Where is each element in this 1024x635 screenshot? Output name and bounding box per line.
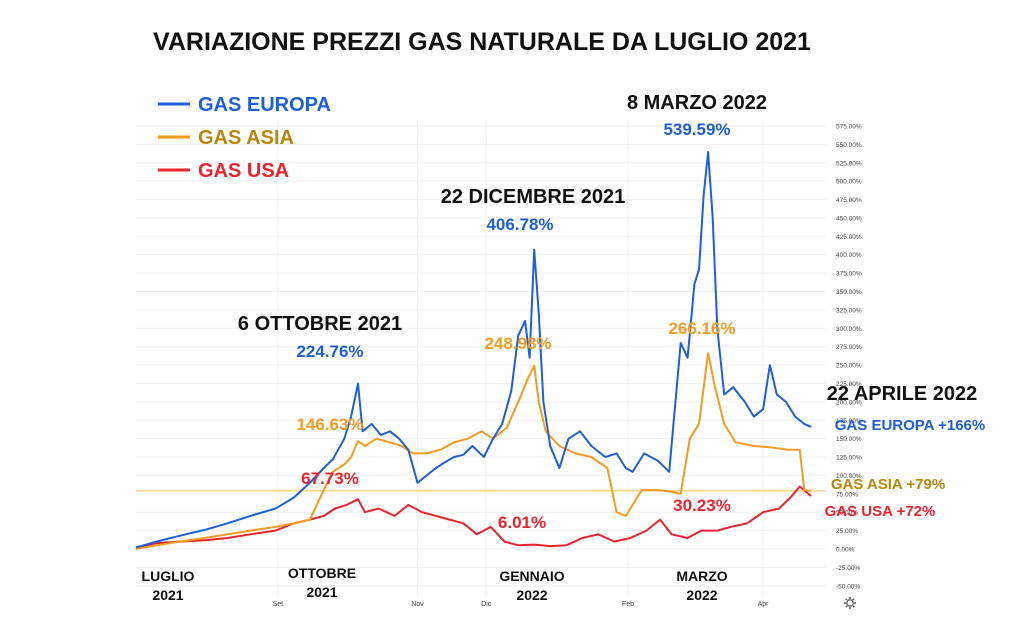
y-tick-label: 125.00% [836, 455, 862, 462]
annotation-oct-date: 6 OTTOBRE 2021 [238, 313, 402, 335]
y-tick-label: 500.00% [836, 179, 862, 186]
x-tick-label: Dic [481, 601, 492, 608]
annotation-dec-europa: 406.78% [486, 215, 553, 234]
legend-label-usa: GAS USA [198, 160, 289, 182]
y-tick-label: 0.00% [836, 547, 855, 554]
period-label-ottobre-year: 2021 [306, 584, 337, 600]
y-tick-label: 575.00% [836, 124, 862, 131]
annotation-mar-date: 8 MARZO 2022 [627, 92, 767, 114]
annotation-mar-europa: 539.59% [663, 120, 730, 139]
annotation-dec-usa: 6.01% [498, 513, 546, 532]
y-tick-label: 200.00% [836, 399, 862, 406]
y-tick-label: 450.00% [836, 215, 862, 222]
grid-lines [136, 120, 826, 598]
annotation-oct-usa: 67.73% [301, 469, 359, 488]
y-tick-label: 25.00% [836, 528, 858, 535]
annotation-apr-date: 22 APRILE 2022 [827, 383, 977, 405]
y-tick-label: 150.00% [836, 436, 862, 443]
y-tick-label: 350.00% [836, 289, 862, 296]
x-tick-label: Nov [411, 601, 424, 608]
y-tick-label: 250.00% [836, 363, 862, 370]
y-tick-label: 425.00% [836, 234, 862, 241]
period-label-gennaio: GENNAIO [499, 568, 564, 584]
legend: GAS EUROPA GAS ASIA GAS USA [158, 94, 331, 182]
period-label-ottobre: OTTOBRE [288, 565, 356, 581]
y-tick-label: 175.00% [836, 418, 862, 425]
series-group [135, 151, 812, 550]
y-tick-label: 275.00% [836, 344, 862, 351]
annotation-mar-asia: 266.16% [668, 319, 735, 338]
annotation-mar-usa: 30.23% [673, 496, 731, 515]
x-tick-label: Apr [758, 601, 770, 608]
annotation-apr-europa: GAS EUROPA +166% [835, 417, 985, 434]
period-label-gennaio-year: 2022 [516, 587, 547, 603]
gear-icon[interactable] [844, 597, 856, 609]
y-tick-label: 475.00% [836, 197, 862, 204]
y-tick-label: 325.00% [836, 307, 862, 314]
y-tick-label: 75.00% [836, 491, 858, 498]
y-axis-ticks: 575.00% 550.00% 525.00% 500.00% 475.00% 450.0… [836, 124, 862, 591]
x-tick-label: Set [273, 601, 284, 608]
y-tick-label: -25.00% [836, 565, 860, 572]
y-tick-label: 225.00% [836, 381, 862, 388]
period-label-luglio-year: 2021 [152, 587, 183, 603]
annotation-apr-usa: GAS USA +72% [825, 503, 936, 520]
y-tick-label: 525.00% [836, 160, 862, 167]
y-tick-label: 550.00% [836, 142, 862, 149]
legend-label-europa: GAS EUROPA [198, 94, 331, 116]
chart-title: VARIAZIONE PREZZI GAS NATURALE DA LUGLIO… [153, 28, 811, 56]
period-label-marzo-year: 2022 [686, 587, 717, 603]
series-line-europa [135, 151, 812, 549]
y-tick-label: 100.00% [836, 473, 862, 480]
period-labels: LUGLIO 2021 OTTOBRE 2021 GENNAIO 2022 MA… [142, 565, 728, 603]
y-tick-label: 400.00% [836, 252, 862, 259]
series-line-asia [135, 352, 812, 550]
y-tick-label: 50.00% [836, 510, 858, 517]
y-tick-label: 375.00% [836, 271, 862, 278]
annotation-dec-asia: 248.98% [484, 334, 551, 353]
x-axis-ticks: Set Nov Dic Feb Apr [273, 601, 770, 608]
annotation-oct-europa: 224.76% [296, 342, 363, 361]
period-label-luglio: LUGLIO [142, 568, 195, 584]
annotation-oct-asia: 146.63% [296, 415, 363, 434]
y-tick-label: 300.00% [836, 326, 862, 333]
legend-label-asia: GAS ASIA [198, 127, 294, 149]
annotations: 6 OTTOBRE 2021 224.76% 146.63% 67.73% 22… [238, 92, 985, 532]
annotation-dec-date: 22 DICEMBRE 2021 [441, 186, 626, 208]
annotation-apr-asia: GAS ASIA +79% [831, 476, 945, 493]
y-tick-label: -50.00% [836, 583, 860, 590]
period-label-marzo: MARZO [676, 568, 727, 584]
x-tick-label: Feb [622, 601, 634, 608]
